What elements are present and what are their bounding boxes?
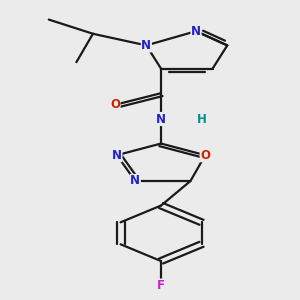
Text: O: O <box>110 98 120 111</box>
Text: O: O <box>200 149 210 162</box>
Text: F: F <box>157 279 165 292</box>
Text: N: N <box>130 175 140 188</box>
Text: N: N <box>112 149 122 162</box>
Text: H: H <box>196 112 206 125</box>
Text: N: N <box>191 25 201 38</box>
Text: N: N <box>156 112 166 125</box>
Text: N: N <box>141 39 151 52</box>
